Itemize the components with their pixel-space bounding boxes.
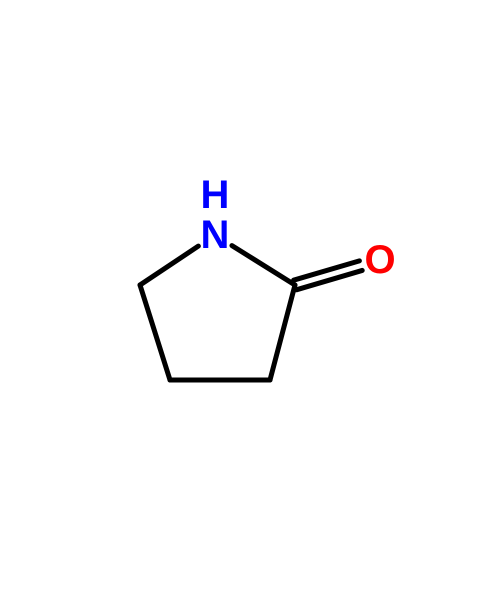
molecule-diagram: NH O (0, 0, 500, 600)
atom-label-h: H (201, 173, 230, 217)
bond (232, 246, 295, 285)
atom-label-n: N (201, 213, 230, 257)
bond (270, 285, 295, 380)
bond (294, 261, 360, 280)
bond (140, 285, 170, 380)
atom-label-o: O (364, 238, 395, 282)
bond (140, 246, 198, 285)
bond (296, 270, 362, 289)
